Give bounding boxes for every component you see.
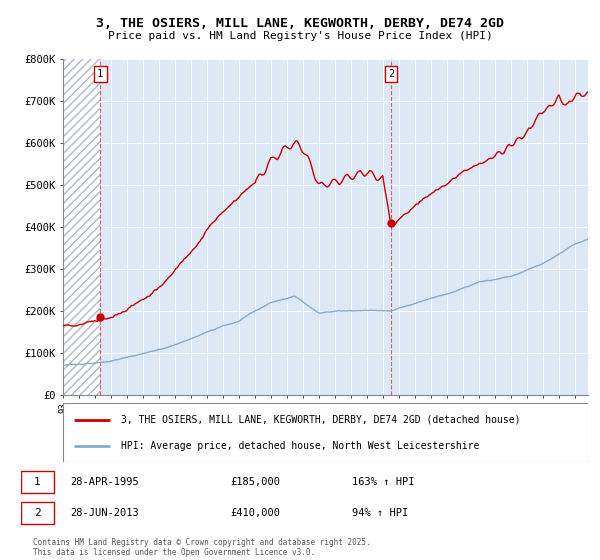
- Text: 28-APR-1995: 28-APR-1995: [71, 477, 139, 487]
- Text: 1: 1: [34, 477, 41, 487]
- Text: £185,000: £185,000: [231, 477, 281, 487]
- Text: 2: 2: [388, 69, 394, 79]
- Text: HPI: Average price, detached house, North West Leicestershire: HPI: Average price, detached house, Nort…: [121, 441, 479, 451]
- Bar: [21, 472, 54, 493]
- Bar: [21, 502, 54, 524]
- Text: 94% ↑ HPI: 94% ↑ HPI: [352, 508, 409, 518]
- Text: 163% ↑ HPI: 163% ↑ HPI: [352, 477, 415, 487]
- Text: 28-JUN-2013: 28-JUN-2013: [71, 508, 139, 518]
- Bar: [63, 59, 100, 395]
- Text: Price paid vs. HM Land Registry's House Price Index (HPI): Price paid vs. HM Land Registry's House …: [107, 31, 493, 41]
- Text: £410,000: £410,000: [231, 508, 281, 518]
- Text: 1: 1: [97, 69, 103, 79]
- Text: Contains HM Land Registry data © Crown copyright and database right 2025.
This d: Contains HM Land Registry data © Crown c…: [33, 538, 371, 557]
- Text: 3, THE OSIERS, MILL LANE, KEGWORTH, DERBY, DE74 2GD (detached house): 3, THE OSIERS, MILL LANE, KEGWORTH, DERB…: [121, 414, 520, 424]
- Text: 2: 2: [34, 508, 41, 518]
- Text: 3, THE OSIERS, MILL LANE, KEGWORTH, DERBY, DE74 2GD: 3, THE OSIERS, MILL LANE, KEGWORTH, DERB…: [96, 17, 504, 30]
